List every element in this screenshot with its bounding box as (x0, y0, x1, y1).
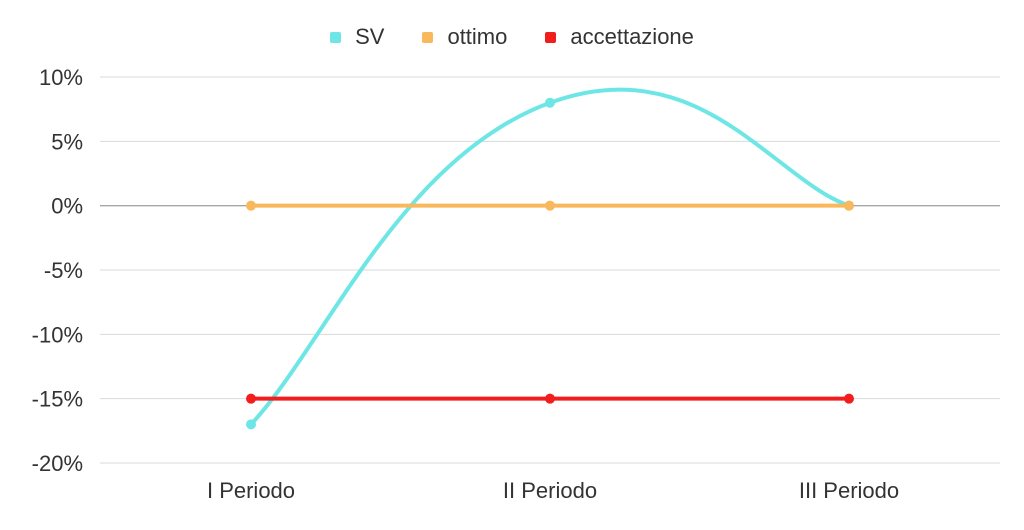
legend-label: SV (355, 24, 385, 49)
data-point-accettazione (246, 393, 256, 404)
x-tick-label: II Periodo (503, 478, 597, 503)
legend-item-sv: SV (330, 24, 384, 50)
legend-swatch (545, 31, 557, 43)
data-point-ottimo (545, 200, 555, 211)
data-point-sv (246, 419, 256, 430)
data-point-ottimo (844, 200, 854, 211)
legend-label: accettazione (570, 24, 694, 49)
series-line-sv (249, 87, 851, 427)
y-tick-label: -10% (32, 322, 83, 347)
y-tick-label: -5% (44, 258, 83, 283)
legend-item-ottimo: ottimo (422, 24, 507, 50)
y-tick-label: 0% (51, 194, 83, 219)
y-tick-label: 10% (39, 65, 83, 90)
legend: SV ottimo accettazione (0, 24, 1024, 50)
data-point-ottimo (246, 200, 256, 211)
legend-label: ottimo (447, 24, 508, 49)
data-point-sv (545, 97, 555, 108)
legend-swatch (422, 31, 434, 43)
x-tick-label: III Periodo (799, 478, 899, 503)
y-tick-label: -15% (32, 387, 83, 412)
x-tick-label: I Periodo (207, 478, 295, 503)
y-tick-label: -20% (32, 451, 83, 476)
legend-swatch (330, 31, 342, 43)
data-point-accettazione (545, 393, 555, 404)
data-point-accettazione (844, 393, 854, 404)
legend-item-accettazione: accettazione (545, 24, 694, 50)
y-tick-label: 5% (51, 129, 83, 154)
